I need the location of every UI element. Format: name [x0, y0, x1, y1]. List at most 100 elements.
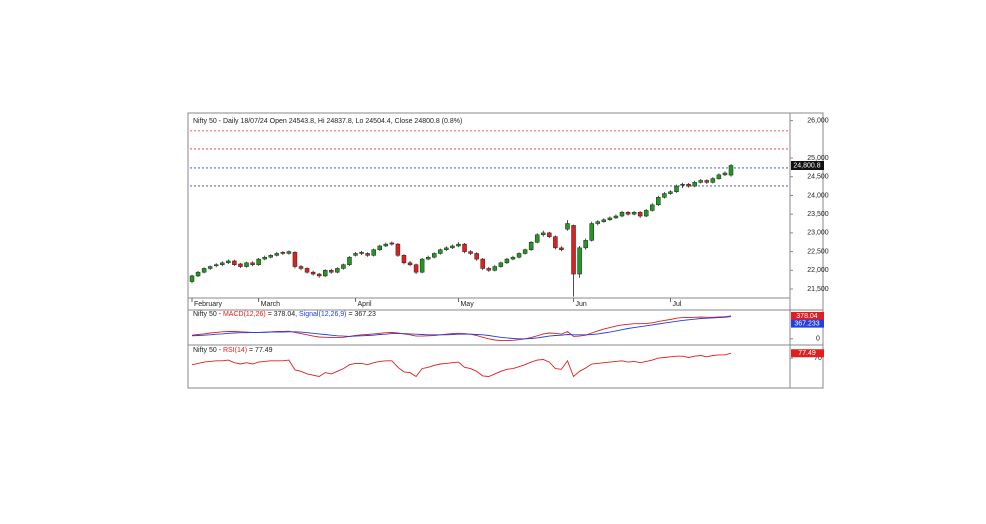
candle-body — [310, 271, 316, 275]
candle-body — [534, 234, 540, 243]
candle-body — [286, 251, 292, 254]
candle-body — [401, 255, 407, 264]
candle-body — [407, 262, 413, 265]
candle-body — [656, 197, 661, 206]
candle-body — [316, 273, 322, 277]
candle-body — [619, 212, 625, 217]
candle-body — [662, 193, 667, 198]
candle-body — [298, 266, 304, 269]
candle-body — [722, 172, 728, 176]
candle-body — [668, 191, 673, 194]
candle-body — [359, 252, 364, 254]
candle-body — [565, 223, 570, 230]
candle-body — [262, 256, 267, 260]
candle-body — [431, 253, 437, 258]
title-part: Nifty 50 - — [193, 311, 223, 318]
x-tick-label: February — [194, 301, 223, 308]
title-part: RSI(14) — [223, 347, 247, 354]
value-box-label: 367.233 — [794, 320, 819, 327]
value-box — [791, 349, 824, 358]
y-tick-label: 70 — [814, 355, 822, 362]
candle-body — [292, 252, 298, 267]
candle-body — [274, 253, 280, 256]
candle-body — [250, 262, 255, 265]
title-part: Signal(12,26,9) — [299, 311, 346, 318]
candle-body — [680, 183, 685, 186]
candle-body — [207, 266, 213, 269]
y-tick-label: 22,500 — [807, 248, 829, 255]
panel-title: Nifty 50 - MACD(12,26) = 378.04, Signal(… — [193, 311, 376, 318]
candle-body — [643, 210, 649, 217]
candle-body — [522, 249, 528, 254]
candle-body — [201, 268, 207, 273]
candle-body — [571, 225, 576, 275]
candle-body — [341, 264, 346, 269]
candle-body — [650, 204, 655, 211]
candle-body — [553, 236, 558, 249]
candle-body — [613, 215, 619, 219]
title-part: = 77.49 — [247, 347, 273, 354]
candle-body — [353, 253, 358, 256]
x-tick-label: Jun — [576, 301, 587, 308]
y-tick-label: 23,000 — [807, 230, 829, 237]
title-part: = 378.04, — [266, 311, 299, 318]
candle-body — [462, 243, 467, 252]
candle-body — [389, 242, 395, 245]
indicator-line — [191, 352, 732, 378]
panel-title: Nifty 50 - RSI(14) = 77.49 — [193, 347, 273, 354]
candle-body — [425, 256, 431, 260]
candle-body — [510, 256, 516, 260]
candle-body — [516, 253, 522, 258]
y-tick-label: 23,500 — [807, 211, 829, 218]
candle-body — [280, 252, 286, 254]
candle-body — [456, 243, 461, 247]
candle-body — [631, 212, 637, 215]
y-tick-label: 24,500 — [807, 174, 829, 181]
candle-body — [322, 270, 328, 277]
candle-body — [710, 178, 716, 183]
candle-body — [716, 174, 722, 179]
candle-body — [625, 212, 631, 215]
y-tick-label: 21,500 — [807, 286, 829, 293]
x-tick-label: March — [261, 301, 281, 308]
candle-body — [601, 219, 607, 222]
candle-body — [232, 260, 237, 265]
candle-body — [450, 245, 455, 249]
y-tick-label: 22,000 — [807, 267, 829, 274]
candle-body — [444, 247, 449, 250]
candle-body — [377, 245, 382, 250]
y-tick-label: 0 — [816, 336, 820, 343]
candle-body — [686, 183, 691, 187]
indicator-line — [191, 316, 732, 340]
candle-body — [438, 249, 443, 254]
candle-body — [220, 262, 225, 265]
candle-body — [607, 217, 613, 221]
candle-body — [329, 270, 334, 273]
candle-body — [480, 258, 485, 269]
candle-body — [698, 180, 703, 183]
candle-body — [504, 258, 510, 264]
value-box-label: 378.04 — [796, 313, 818, 320]
frame — [187, 112, 824, 389]
title-part: MACD(12,26) — [223, 311, 266, 318]
candle-body — [213, 264, 219, 267]
value-box — [791, 319, 824, 328]
candle-body — [559, 247, 564, 250]
candle-body — [692, 182, 697, 187]
candle-body — [486, 268, 492, 271]
candle-body — [474, 253, 479, 260]
candle-body — [583, 240, 588, 249]
candle-body — [541, 232, 546, 236]
candle-body — [413, 264, 419, 273]
price-box — [791, 160, 824, 170]
title-part: Nifty 50 - — [193, 347, 223, 354]
candle-body — [728, 165, 734, 176]
value-box-label: 77.49 — [798, 350, 816, 357]
y-tick-label: 24,000 — [807, 192, 829, 199]
candle-body — [189, 275, 195, 282]
candle-body — [395, 243, 401, 256]
x-tick-label: April — [358, 301, 372, 308]
chart-title: Nifty 50 - Daily 18/07/24 Open 24543.8, … — [193, 118, 462, 125]
candle-body — [595, 221, 601, 224]
candle-body — [244, 262, 249, 267]
